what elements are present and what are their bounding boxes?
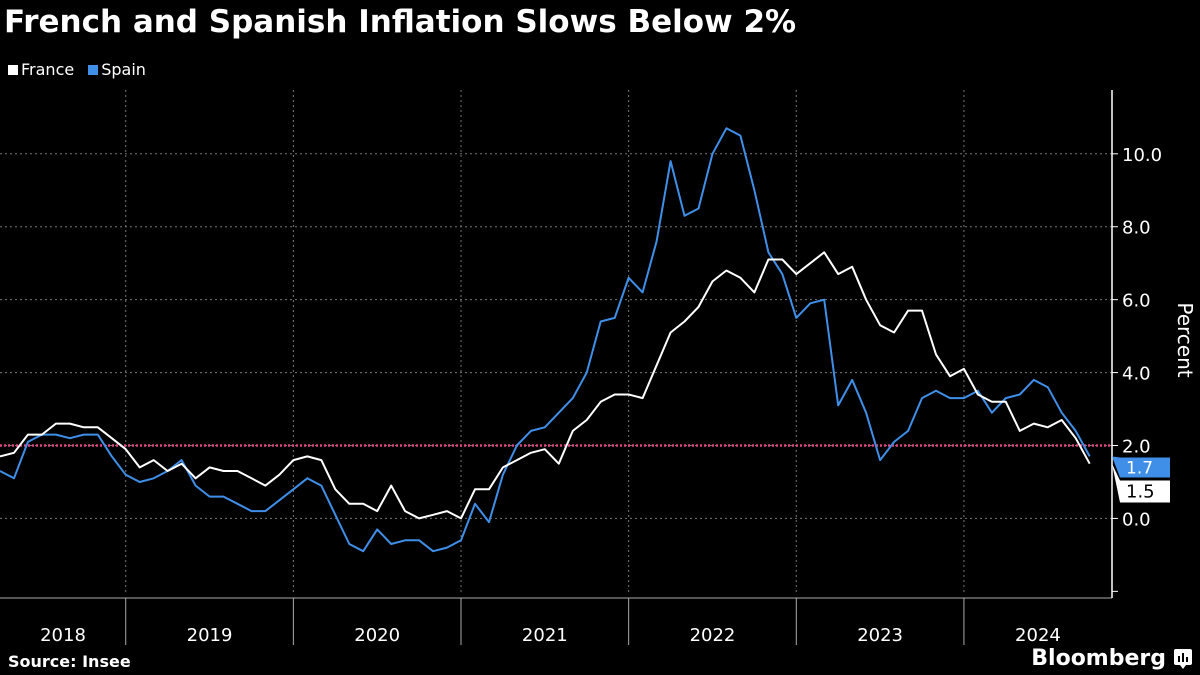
end-label-spain-box — [1112, 456, 1170, 478]
series-line-france — [0, 251, 1091, 520]
x-year-label: 2020 — [354, 625, 400, 646]
y-axis-label: Percent — [1173, 302, 1197, 377]
legend: France Spain — [8, 60, 146, 79]
x-year-label: 2022 — [690, 625, 736, 646]
chart-bubble-icon — [1174, 648, 1192, 669]
series-line-spain — [0, 127, 1091, 553]
legend-swatch-france — [8, 64, 18, 75]
bloomberg-logo: Bloomberg — [1031, 646, 1192, 671]
chart-title: French and Spanish Inflation Slows Below… — [4, 4, 797, 40]
legend-label: Spain — [101, 60, 146, 79]
end-label-france: 1.5 — [1126, 482, 1155, 503]
end-label-spain: 1.7 — [1126, 459, 1153, 479]
source-note: Source: Insee — [8, 652, 131, 671]
x-year-label: 2021 — [522, 625, 568, 646]
x-year-label: 2023 — [857, 625, 903, 646]
legend-item-france: France — [8, 60, 74, 79]
brand-name: Bloomberg — [1031, 646, 1166, 671]
legend-item-spain: Spain — [88, 60, 146, 79]
x-year-label: 2019 — [187, 625, 233, 646]
end-label-france-box — [1112, 463, 1170, 503]
y-tick-label: 4.0 — [1122, 364, 1151, 385]
y-tick-label: 6.0 — [1122, 291, 1151, 312]
x-year-label: 2024 — [1015, 625, 1061, 646]
y-tick-label: 2.0 — [1122, 437, 1151, 458]
legend-label: France — [21, 60, 75, 79]
legend-swatch-spain — [88, 64, 99, 75]
y-tick-label: 0.0 — [1122, 509, 1151, 530]
x-year-label: 2018 — [40, 625, 86, 646]
y-tick-label: 8.0 — [1122, 218, 1151, 239]
y-tick-label: 10.0 — [1122, 145, 1162, 166]
